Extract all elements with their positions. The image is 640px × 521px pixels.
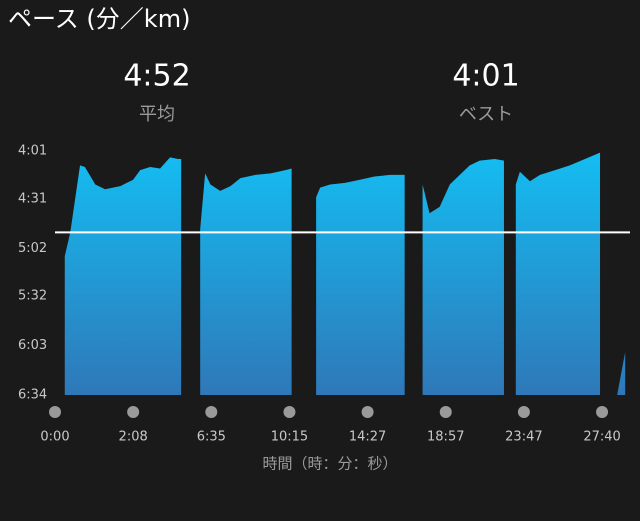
x-tick-dot — [596, 406, 609, 418]
x-tick-label: 2:08 — [119, 430, 148, 445]
x-tick-dot — [127, 406, 140, 418]
x-tick-dot — [361, 406, 374, 418]
x-tick-label: 10:15 — [271, 430, 308, 445]
x-tick-label: 0:00 — [40, 430, 69, 445]
x-tick-label: 18:57 — [427, 430, 464, 445]
pace-area — [64, 152, 626, 395]
x-tick-dot — [49, 406, 61, 418]
y-tick-label: 5:02 — [18, 241, 47, 256]
chart-title: ペース (分／km) — [8, 5, 190, 33]
y-tick-label: 4:31 — [18, 191, 47, 206]
x-tick-dot — [205, 406, 218, 418]
x-tick-label: 23:47 — [505, 430, 542, 445]
x-tick-dot — [517, 406, 530, 418]
best-value: 4:01 — [452, 59, 519, 94]
y-tick-label: 6:34 — [18, 388, 47, 403]
x-tick-label: 6:35 — [197, 430, 226, 445]
x-tick-label: 27:40 — [583, 430, 620, 445]
average-value: 4:52 — [123, 59, 190, 94]
y-tick-label: 4:01 — [18, 144, 47, 159]
average-caption: 平均 — [139, 104, 175, 125]
y-tick-label: 5:32 — [18, 289, 47, 304]
best-caption: ベスト — [459, 104, 513, 125]
x-tick-label: 14:27 — [349, 430, 386, 445]
x-tick-dot — [283, 406, 296, 418]
y-tick-label: 6:03 — [18, 338, 47, 353]
x-tick-dot — [439, 406, 452, 418]
x-axis-label: 時間（時：分：秒） — [262, 455, 397, 473]
